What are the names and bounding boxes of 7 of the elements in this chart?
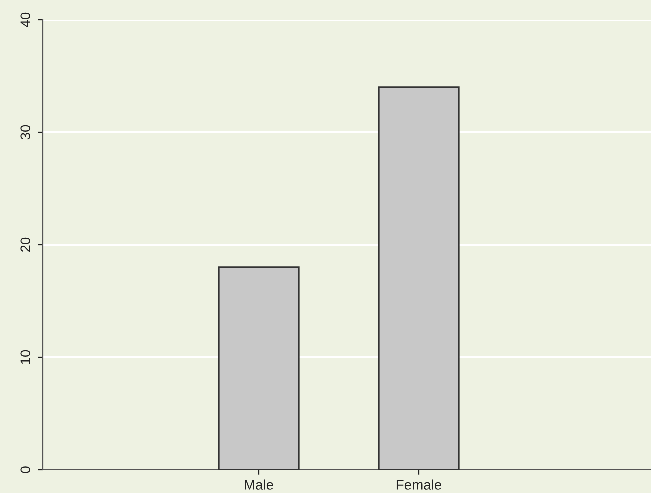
y-tick-label: 30 xyxy=(20,125,31,140)
y-tick-label: 20 xyxy=(20,238,31,252)
y-tick-label: 10 xyxy=(20,350,31,364)
x-tick-label: Male xyxy=(245,480,274,490)
x-tick-label: Female xyxy=(396,480,442,490)
y-tick-label: 0 xyxy=(20,466,31,474)
y-tick-label: 40 xyxy=(20,12,31,28)
